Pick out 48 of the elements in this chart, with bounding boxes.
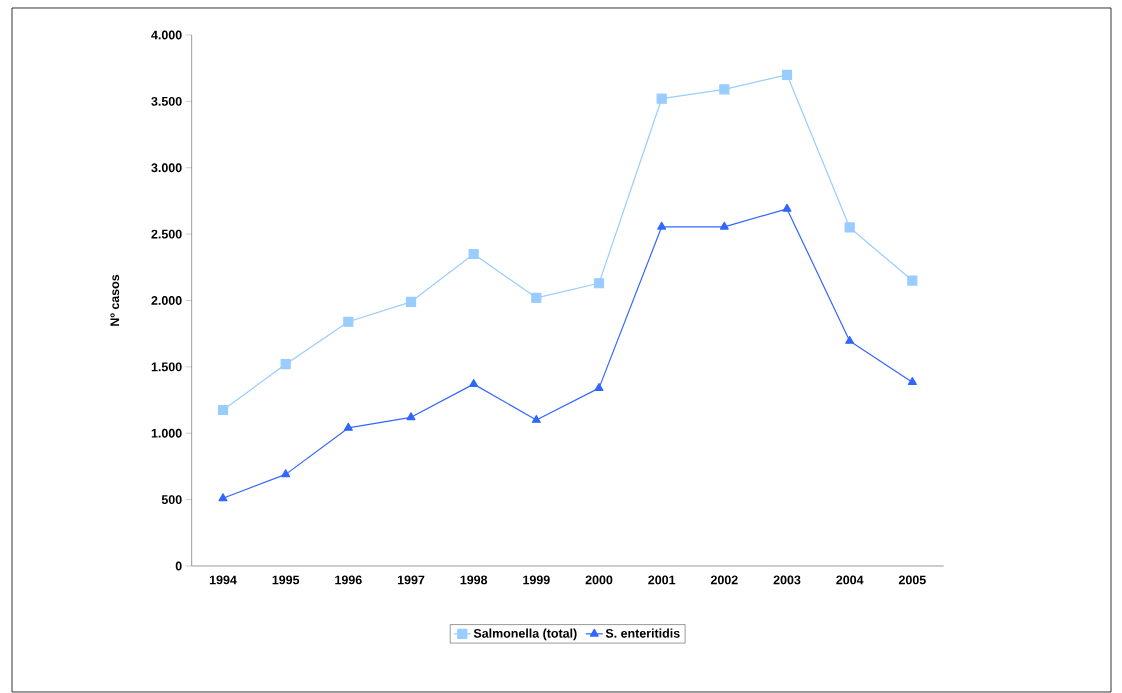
x-tick-label: 2003	[773, 575, 801, 585]
point	[217, 404, 229, 416]
point	[656, 93, 667, 104]
y-tick-label: 2.000	[151, 296, 182, 305]
y-tick-label: 3.500	[151, 96, 182, 106]
point	[781, 69, 793, 80]
point	[469, 379, 479, 387]
y-tick-label: 4.000	[151, 30, 182, 40]
point	[343, 422, 353, 431]
y-tick-label: 500	[161, 495, 182, 505]
point	[845, 335, 855, 344]
point	[468, 248, 479, 260]
x-tick-label: 2001	[648, 575, 676, 585]
point	[657, 221, 667, 230]
y-tick-label: 0	[175, 561, 182, 571]
point	[405, 296, 417, 307]
x-tick-label: 2005	[898, 575, 926, 585]
point	[343, 316, 354, 327]
y-tick-label: 2.500	[151, 229, 182, 239]
x-tick-label: 2002	[710, 575, 738, 585]
point	[907, 275, 918, 286]
x-tick-label: 1994	[209, 575, 237, 585]
point	[782, 203, 792, 212]
y-axis-title: Nº casos	[110, 274, 120, 326]
point	[218, 493, 228, 502]
x-tick-label: 1995	[272, 575, 300, 585]
point	[719, 84, 730, 95]
x-tick-label: 2004	[836, 575, 864, 585]
x-tick-label: 1996	[335, 575, 362, 585]
point	[406, 412, 416, 421]
x-tick-label: 1997	[397, 575, 425, 585]
x-tick-label: 2000	[585, 575, 613, 585]
y-tick-label: 1.000	[151, 428, 182, 438]
point	[907, 377, 917, 385]
point	[531, 292, 542, 303]
y-tick-label: 3.000	[151, 163, 182, 173]
point	[531, 414, 541, 423]
y-tick-label: 1.500	[151, 362, 182, 372]
legend-label: Salmonella (total)	[473, 628, 577, 641]
point	[280, 359, 291, 370]
x-tick-label: 1999	[523, 575, 550, 585]
x-tick-label: 1998	[460, 575, 488, 585]
point	[719, 221, 729, 230]
point	[844, 222, 855, 233]
legend-label: S. enteritidis	[605, 628, 680, 638]
point	[281, 469, 291, 478]
point	[594, 383, 604, 391]
point	[593, 278, 605, 289]
